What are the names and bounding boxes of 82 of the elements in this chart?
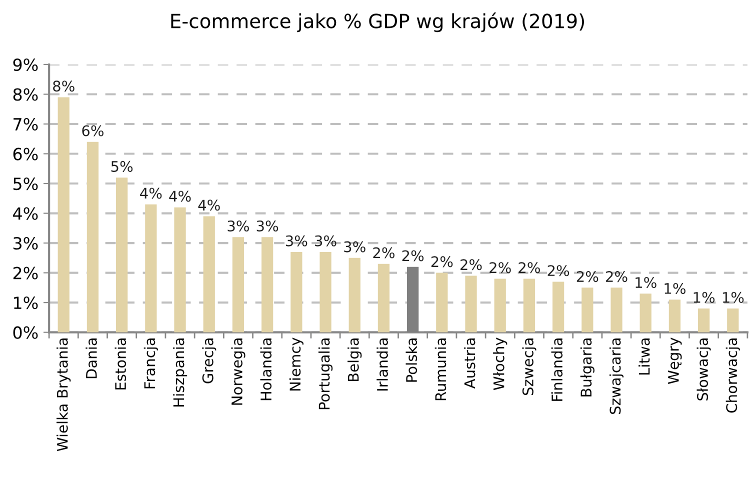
data-label: 4% [140,188,162,199]
y-tick-label: 4% [13,207,38,220]
bar [86,142,99,332]
data-label: 5% [111,160,133,172]
data-label: 3% [228,220,249,232]
bar [552,282,564,332]
data-label: 6% [82,125,104,136]
data-label: 3% [344,241,366,252]
x-tick-label: Belgia [348,338,362,382]
y-tick-label: 9% [13,58,38,72]
bar [668,300,681,332]
data-label: 2% [431,256,453,268]
bar [610,288,622,332]
bar [348,258,360,332]
x-tick-label: Dania [86,338,97,378]
data-label: 2% [518,262,540,274]
bar [698,308,710,332]
x-tick-label: Austria [464,338,476,389]
x-tick-label: Norwegia [231,338,246,405]
x-tick-label: Irlandia [376,338,388,391]
y-tick-label: 3% [13,237,38,250]
x-tick-label: Estonia [114,338,126,390]
data-label: 2% [460,259,482,270]
x-tick-label: Finlandia [551,338,563,401]
bar [494,278,506,332]
y-tick-label: 0% [13,326,38,339]
bar [436,272,448,332]
bar [582,288,594,332]
bar [116,178,128,332]
x-tick-label: Portugalia [318,338,333,410]
x-tick-label: Wielka Brytania [56,338,71,452]
bar [523,278,536,332]
x-tick-label: Grecja [202,338,216,384]
y-tick-label: 7% [14,118,38,131]
y-tick-label: 2% [13,266,38,280]
data-label: 2% [490,262,511,274]
bar [58,97,70,332]
data-label: 1% [722,292,744,303]
bar [232,237,244,332]
chart-title: E-commerce jako % GDP wg krajów (2019) [171,12,584,32]
x-tick-label: Bułgaria [580,338,594,396]
data-label: 3% [256,220,278,232]
data-label: 1% [636,277,656,288]
x-tick-label: Polska [406,338,418,382]
bar [727,308,739,332]
x-tick-label: Francja [144,338,158,388]
x-tick-label: Holandia [260,338,272,400]
x-tick-label: Węgry [668,338,682,384]
bar [320,252,332,332]
x-tick-label: Włochy [493,338,508,390]
x-tick-label: Chorwacja [726,338,740,413]
data-label: 3% [286,235,308,246]
data-label: 2% [576,271,598,282]
data-label: 4% [198,200,220,211]
data-label: 2% [373,247,394,258]
x-tick-label: Szwajcaria [609,338,624,414]
bar [640,294,652,332]
x-tick-label: Litwa [638,338,650,375]
data-label: 4% [169,190,191,202]
data-label: 3% [315,235,336,246]
x-tick-label: Słowacja [696,338,711,400]
bar [145,204,157,332]
bar [378,264,390,332]
bar [465,276,477,332]
data-label: 8% [53,80,74,92]
bar [174,207,186,332]
bar [290,252,302,332]
data-label: 1% [694,292,715,303]
x-tick-label: Rumunia [434,338,446,400]
data-label: 2% [606,271,628,282]
bar [203,216,215,332]
bar [261,237,274,332]
y-tick-label: 1% [14,296,38,310]
y-tick-label: 8% [13,88,38,101]
y-tick-label: 5% [14,177,38,190]
x-tick-label: Szwecja [522,338,536,396]
data-label: 2% [548,265,570,276]
y-tick-label: 6% [13,148,38,160]
x-tick-label: Niemcy [289,338,304,391]
data-label: 2% [402,250,424,262]
x-tick-label: Hiszpania [172,338,188,406]
data-label: 1% [664,282,686,294]
